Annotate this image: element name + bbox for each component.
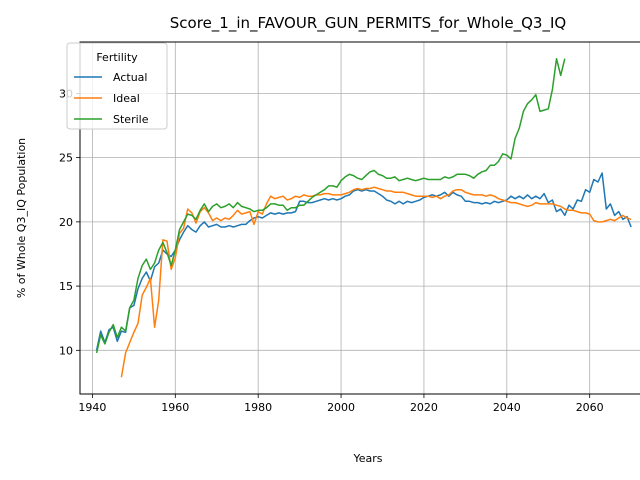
y-tick-label: 10: [59, 344, 73, 357]
y-axis-label: % of Whole Q3_IQ Population: [15, 138, 28, 298]
chart-title: Score_1_in_FAVOUR_GUN_PERMITS_for_Whole_…: [170, 14, 566, 33]
legend-label-sterile: Sterile: [113, 113, 149, 126]
legend-box: [66, 42, 168, 130]
x-tick-label: 2040: [493, 401, 521, 414]
x-axis-label: Years: [352, 452, 382, 465]
x-tick-label: 1960: [161, 401, 189, 414]
y-tick-label: 25: [59, 152, 73, 165]
x-tick-label: 1980: [244, 401, 272, 414]
x-tick-label: 2000: [327, 401, 355, 414]
x-tick-label: 1940: [78, 401, 106, 414]
x-tick-label: 2060: [576, 401, 604, 414]
legend-title: Fertility: [96, 51, 138, 64]
series-line-actual: [95, 172, 632, 351]
series-line-ideal: [120, 186, 632, 378]
grid: [80, 42, 640, 394]
y-tick-label: 15: [59, 280, 73, 293]
legend-label-ideal: Ideal: [113, 92, 140, 105]
legend: Fertility Actual Ideal Sterile: [66, 42, 168, 130]
legend-label-actual: Actual: [113, 71, 147, 84]
series-group: [95, 57, 632, 378]
x-tick-label: 2020: [410, 401, 438, 414]
plot-frame: [79, 41, 640, 395]
y-tick-label: 20: [59, 216, 73, 229]
series-line-sterile: [95, 57, 566, 354]
